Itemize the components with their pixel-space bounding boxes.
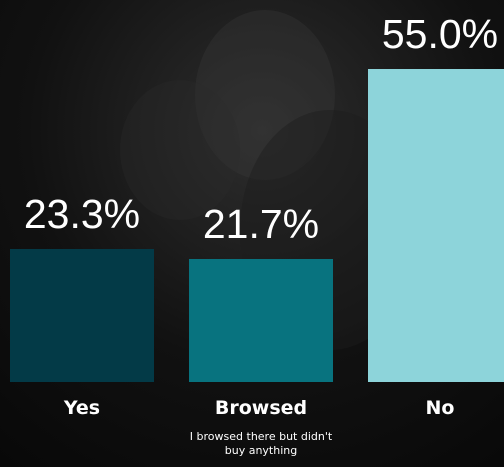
value-label-yes: 23.3% bbox=[23, 191, 141, 237]
value-label-browsed: 21.7% bbox=[202, 201, 320, 247]
bar-browsed bbox=[189, 259, 333, 382]
value-label-no: 55.0% bbox=[381, 11, 499, 57]
category-label-no: No bbox=[425, 397, 455, 419]
bar-yes bbox=[10, 249, 154, 382]
category-label-browsed: Browsed bbox=[214, 397, 308, 419]
bar-no bbox=[368, 69, 504, 382]
category-label-yes: Yes bbox=[63, 397, 101, 419]
category-note-browsed: I browsed there but didn't buy anything bbox=[189, 430, 333, 457]
